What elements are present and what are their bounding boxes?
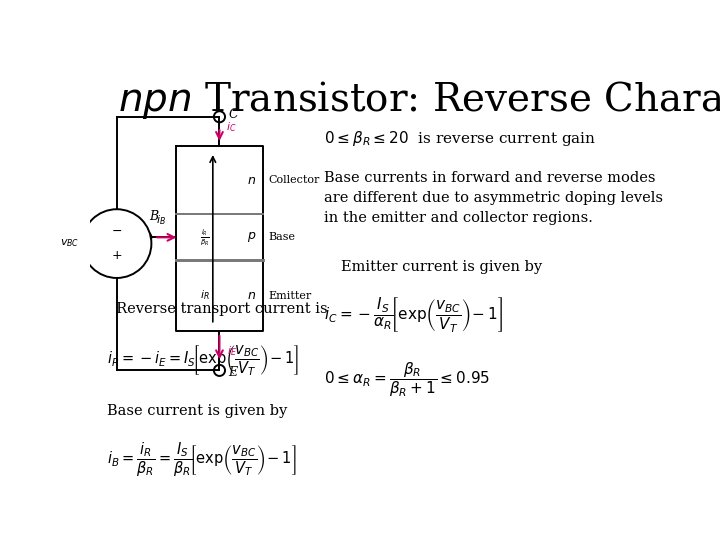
Text: Collector: Collector bbox=[269, 175, 320, 185]
Text: $\mathit{npn}$ Transistor: Reverse Characteristics: $\mathit{npn}$ Transistor: Reverse Chara… bbox=[118, 79, 720, 122]
Text: Emitter: Emitter bbox=[269, 291, 312, 301]
Text: $\frac{i_R}{\beta_R}$: $\frac{i_R}{\beta_R}$ bbox=[200, 227, 210, 248]
Text: $n$: $n$ bbox=[247, 289, 256, 302]
Text: $i_E$: $i_E$ bbox=[227, 344, 237, 357]
Text: Base: Base bbox=[269, 232, 296, 242]
Text: $i_R$: $i_R$ bbox=[200, 289, 210, 302]
Text: +: + bbox=[112, 249, 122, 262]
Text: $i_B$: $i_B$ bbox=[156, 213, 166, 227]
Text: $0 \leq \beta_R \leq 20$  is reverse current gain: $0 \leq \beta_R \leq 20$ is reverse curr… bbox=[324, 129, 597, 149]
Text: Emitter current is given by: Emitter current is given by bbox=[341, 260, 542, 274]
Text: B: B bbox=[149, 210, 158, 223]
Text: $v_{BC}$: $v_{BC}$ bbox=[60, 238, 79, 249]
Text: C: C bbox=[228, 108, 238, 121]
Text: Base current is given by: Base current is given by bbox=[107, 404, 287, 417]
Text: E: E bbox=[228, 366, 238, 379]
Text: Reverse transport current is: Reverse transport current is bbox=[107, 302, 328, 316]
Text: $i_B = \dfrac{i_R}{\beta_R} = \dfrac{I_S}{\beta_R}\!\left[\exp\!\left(\dfrac{v_{: $i_B = \dfrac{i_R}{\beta_R} = \dfrac{I_S… bbox=[107, 441, 296, 480]
Text: Base currents in forward and reverse modes
are different due to asymmetric dopin: Base currents in forward and reverse mod… bbox=[324, 171, 663, 225]
Text: $n$: $n$ bbox=[247, 174, 256, 187]
Ellipse shape bbox=[82, 209, 151, 278]
Text: $i_R = -i_E = I_S\!\left[\exp\!\left(\dfrac{v_{BC}}{V_T}\right)\!-1\right]$: $i_R = -i_E = I_S\!\left[\exp\!\left(\df… bbox=[107, 343, 299, 379]
Text: −: − bbox=[112, 225, 122, 238]
Text: $0 \leq \alpha_R = \dfrac{\beta_R}{\beta_R+1} \leq 0.95$: $0 \leq \alpha_R = \dfrac{\beta_R}{\beta… bbox=[324, 360, 490, 399]
Text: $i_C = -\dfrac{I_S}{\alpha_R}\!\left[\exp\!\left(\dfrac{v_{BC}}{V_T}\right)\!-1\: $i_C = -\dfrac{I_S}{\alpha_R}\!\left[\ex… bbox=[324, 295, 503, 335]
Text: $i_C$: $i_C$ bbox=[226, 120, 237, 134]
Text: $p$: $p$ bbox=[247, 231, 256, 245]
